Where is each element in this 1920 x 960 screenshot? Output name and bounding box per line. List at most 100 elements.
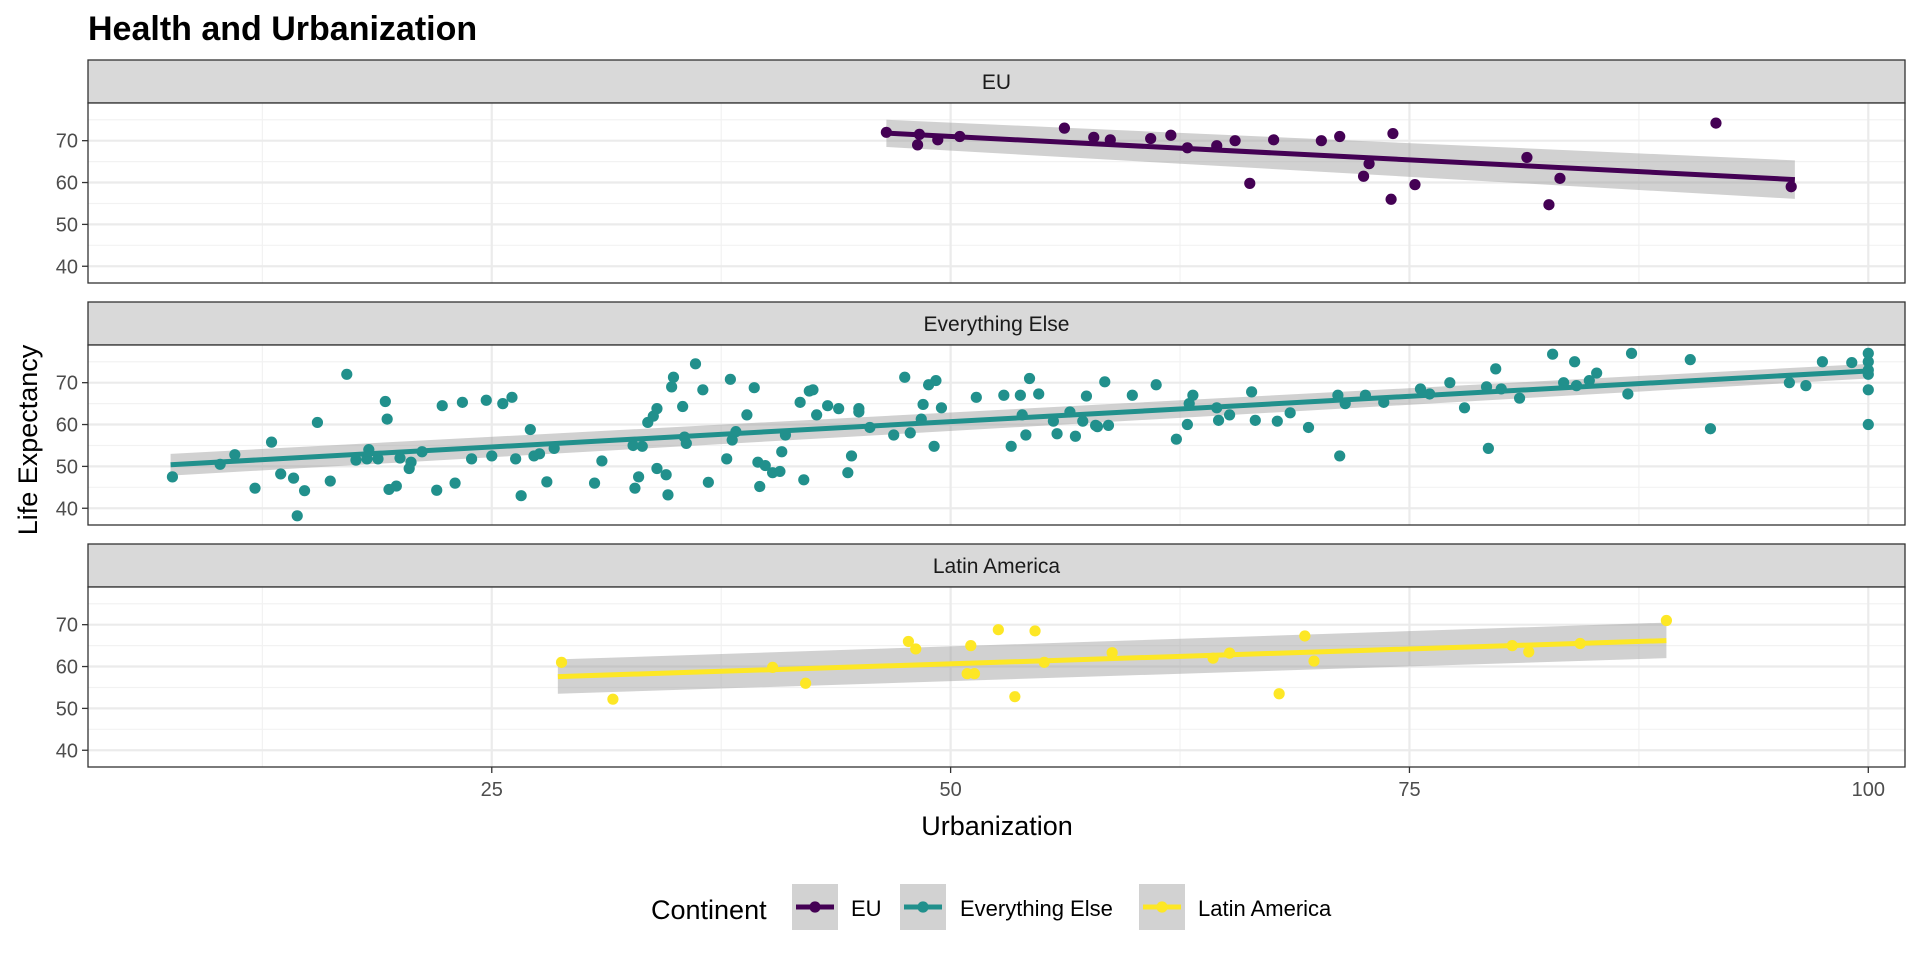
legend: Continent EU Everything Else Latin America [651,884,1332,930]
point-everything-else [1625,347,1638,359]
point-everything-else [265,436,278,448]
point-eu [1244,177,1256,189]
point-everything-else [1271,415,1283,427]
point-eu [1387,127,1399,140]
point-everything-else [456,396,469,408]
point-everything-else [1020,429,1032,441]
legend-point-everything-else [917,901,929,913]
point-everything-else [776,446,788,458]
point-latin-america [1009,691,1021,703]
y-tick-label: 70 [56,615,78,637]
point-everything-else [1077,415,1089,427]
point-eu [1521,151,1533,164]
x-axis-title: Urbanization [921,811,1073,841]
point-everything-else [970,391,982,403]
point-everything-else [759,459,771,472]
grid-everything-else [88,345,1905,525]
legend-item-eu: EU [792,884,882,930]
facet-strip-label-everything-else: Everything Else [924,313,1070,336]
point-everything-else [1005,440,1017,452]
y-axis-eu: 40 50 60 70 [56,131,88,278]
point-latin-america [910,643,922,655]
point-everything-else [845,450,858,462]
point-everything-else [497,398,509,410]
point-latin-america [1273,688,1285,700]
point-everything-else [1014,389,1026,401]
y-axis-everything-else: 40 50 60 70 [56,373,88,520]
point-everything-else [341,368,353,380]
point-everything-else [324,475,336,487]
point-latin-america [555,656,568,668]
points-everything-else [166,347,1874,522]
point-everything-else [1816,356,1829,368]
point-everything-else [754,480,766,493]
point-everything-else [1591,367,1603,379]
y-tick-label: 60 [56,657,78,679]
point-everything-else [541,476,553,488]
point-everything-else [1284,407,1296,419]
point-everything-else [524,423,536,436]
point-everything-else [1846,356,1858,369]
legend-item-everything-else: Everything Else [900,884,1113,930]
legend-label-everything-else: Everything Else [960,896,1113,921]
point-eu [1385,193,1397,205]
y-tick-label: 60 [56,173,78,195]
point-everything-else [774,465,786,478]
point-everything-else [629,482,641,494]
point-latin-america [1299,630,1311,642]
point-everything-else [449,477,461,489]
point-everything-else [1023,372,1036,385]
point-everything-else [1622,388,1634,400]
point-everything-else [1800,380,1812,392]
point-everything-else [510,453,522,465]
point-everything-else [798,474,810,486]
point-everything-else [1080,390,1093,402]
point-everything-else [822,400,834,412]
point-everything-else [1170,433,1182,445]
point-latin-america [968,668,981,680]
x-axis: 25 50 75 100 [481,767,1885,801]
point-everything-else [888,429,900,441]
point-everything-else [1334,450,1346,462]
y-tick-label: 50 [56,214,78,236]
point-everything-else [1102,419,1115,431]
point-everything-else [291,510,303,522]
point-everything-else [627,439,639,452]
point-everything-else [1684,354,1696,366]
y-axis-title: Life Expectancy [13,344,43,535]
point-everything-else [998,389,1010,401]
point-everything-else [350,454,362,466]
point-everything-else [1862,347,1874,359]
point-eu [1145,132,1157,145]
point-latin-america [800,677,812,689]
legend-title: Continent [651,895,767,925]
point-everything-else [394,452,406,464]
facet-strip-eu [87,59,1906,104]
point-everything-else [794,396,806,408]
point-everything-else [660,469,672,481]
point-eu [911,139,924,151]
point-everything-else [229,449,241,461]
point-everything-else [275,468,287,480]
point-latin-america [1308,655,1320,667]
point-everything-else [1513,392,1526,404]
point-everything-else [724,373,736,385]
point-everything-else [1414,383,1427,395]
point-everything-else [741,409,753,421]
facet-strip-everything-else [87,301,1906,346]
point-eu [1554,172,1566,184]
point-everything-else [633,471,645,483]
panel-border-latin-america [87,586,1906,768]
trend-line-everything-else [170,368,1869,468]
point-latin-america [1660,614,1673,627]
point-everything-else [807,384,819,396]
point-everything-else [667,371,680,383]
point-everything-else [833,403,845,415]
point-everything-else [1302,421,1315,434]
x-tick-label: 75 [1398,779,1420,801]
y-tick-label: 40 [56,498,78,520]
point-everything-else [287,472,300,484]
y-tick-label: 40 [56,740,78,762]
point-everything-else [935,402,948,414]
